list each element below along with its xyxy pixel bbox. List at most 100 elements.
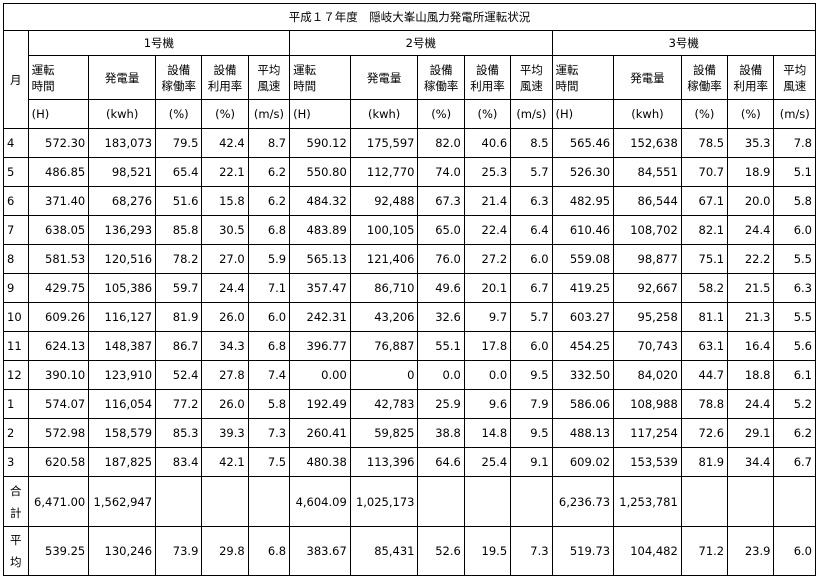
- data-cell: 429.75: [27, 273, 90, 303]
- data-cell: 6.7: [510, 273, 553, 303]
- data-cell: 136,293: [88, 215, 157, 245]
- data-cell: 9.7: [463, 302, 512, 332]
- month-cell: 4: [3, 128, 29, 158]
- average-cell: 52.6: [417, 526, 465, 576]
- data-cell: 98,877: [613, 244, 682, 274]
- data-cell: 581.53: [27, 244, 90, 274]
- data-cell: 5.9: [247, 244, 291, 274]
- data-cell: 590.12: [289, 128, 351, 158]
- unit-1-capacity-factor-header: 設備 利用率: [201, 55, 249, 100]
- data-cell: 7.9: [510, 389, 553, 419]
- data-cell: 59,825: [349, 418, 419, 448]
- data-cell: 49.6: [417, 273, 465, 303]
- data-cell: 27.2: [463, 244, 512, 274]
- data-cell: 572.98: [27, 418, 90, 448]
- unit-1-capacity-factor-unit: (%): [201, 99, 249, 129]
- data-cell: 9.1: [510, 447, 553, 477]
- table-row: 4 572.30 183,073 79.5 42.4 8.7 590.12 175,597 82…: [3, 128, 816, 158]
- data-cell: 67.1: [680, 186, 729, 216]
- data-cell: 74.0: [417, 157, 465, 187]
- unit-1-availability-rate-header: 設備 稼働率: [155, 55, 203, 100]
- data-cell: 55.1: [417, 331, 465, 361]
- data-cell: 419.25: [551, 273, 615, 303]
- month-cell: 10: [3, 302, 29, 332]
- data-cell: 63.1: [680, 331, 729, 361]
- unit-1-avg-wind-speed-unit: (m/s): [247, 99, 291, 129]
- data-cell: 6.1: [773, 360, 816, 390]
- data-cell: 98,521: [88, 157, 157, 187]
- data-cell: 9.5: [510, 418, 553, 448]
- unit-1-generated-energy-header: 発電量: [88, 55, 157, 100]
- total-cell: 4,604.09: [289, 476, 351, 527]
- data-cell: 58.2: [680, 273, 729, 303]
- data-cell: 7.4: [247, 360, 291, 390]
- data-cell: 24.4: [727, 389, 775, 419]
- data-cell: 6.2: [773, 418, 816, 448]
- data-cell: 121,406: [349, 244, 419, 274]
- month-cell: 2: [3, 418, 29, 448]
- average-cell: 130,246: [88, 526, 157, 576]
- data-cell: 6.8: [247, 215, 291, 245]
- data-cell: 371.40: [27, 186, 90, 216]
- unit-1-availability-rate-unit: (%): [155, 99, 203, 129]
- data-cell: 21.4: [463, 186, 512, 216]
- data-cell: 67.3: [417, 186, 465, 216]
- data-cell: 30.5: [201, 215, 249, 245]
- table-row: 1 574.07 116,054 77.2 26.0 5.8 192.49 42,783 25.…: [3, 389, 816, 419]
- data-cell: 70,743: [613, 331, 682, 361]
- data-cell: 85.3: [155, 418, 203, 448]
- total-cell: [773, 476, 816, 527]
- total-cell: 1,253,781: [613, 476, 682, 527]
- data-cell: 20.0: [727, 186, 775, 216]
- total-cell: 6,236.73: [551, 476, 615, 527]
- data-cell: 35.3: [727, 128, 775, 158]
- total-cell: [727, 476, 775, 527]
- data-cell: 123,910: [88, 360, 157, 390]
- average-cell: 6.8: [247, 526, 291, 576]
- data-cell: 21.3: [727, 302, 775, 332]
- unit-2-operation-hours-header: 運転 時間: [289, 55, 351, 100]
- data-cell: 59.7: [155, 273, 203, 303]
- data-cell: 565.13: [289, 244, 351, 274]
- table-row: 10 609.26 116,127 81.9 26.0 6.0 242.31 43,206 32…: [3, 302, 816, 332]
- data-cell: 42.1: [201, 447, 249, 477]
- data-cell: 64.6: [417, 447, 465, 477]
- data-cell: 6.7: [773, 447, 816, 477]
- table-row: 8 581.53 120,516 78.2 27.0 5.9 565.13 121,406 76…: [3, 244, 816, 274]
- data-cell: 100,105: [349, 215, 419, 245]
- table-row: 2 572.98 158,579 85.3 39.3 7.3 260.41 59,825 38.…: [3, 418, 816, 448]
- table-title: 平成１７年度 隠岐大峯山風力発電所運転状況: [3, 3, 816, 31]
- data-cell: 81.9: [155, 302, 203, 332]
- data-cell: 79.5: [155, 128, 203, 158]
- data-cell: 27.8: [201, 360, 249, 390]
- data-cell: 5.8: [247, 389, 291, 419]
- data-cell: 6.4: [510, 215, 553, 245]
- data-cell: 116,054: [88, 389, 157, 419]
- data-cell: 32.6: [417, 302, 465, 332]
- data-cell: 82.0: [417, 128, 465, 158]
- data-cell: 21.5: [727, 273, 775, 303]
- data-cell: 81.9: [680, 447, 729, 477]
- data-cell: 5.7: [510, 302, 553, 332]
- total-cell: [155, 476, 203, 527]
- data-cell: 84,551: [613, 157, 682, 187]
- data-cell: 43,206: [349, 302, 419, 332]
- data-cell: 25.4: [463, 447, 512, 477]
- data-cell: 68,276: [88, 186, 157, 216]
- data-cell: 609.26: [27, 302, 90, 332]
- total-cell: [247, 476, 291, 527]
- data-cell: 65.4: [155, 157, 203, 187]
- average-cell: 85,431: [349, 526, 419, 576]
- unit-2-avg-wind-speed-header: 平均 風速: [510, 55, 553, 100]
- data-cell: 27.0: [201, 244, 249, 274]
- data-cell: 17.8: [463, 331, 512, 361]
- data-cell: 38.8: [417, 418, 465, 448]
- data-cell: 0.0: [417, 360, 465, 390]
- data-cell: 108,988: [613, 389, 682, 419]
- average-label: 平 均: [3, 526, 29, 576]
- data-cell: 526.30: [551, 157, 615, 187]
- data-cell: 610.46: [551, 215, 615, 245]
- data-cell: 108,702: [613, 215, 682, 245]
- data-cell: 24.4: [727, 215, 775, 245]
- data-cell: 16.4: [727, 331, 775, 361]
